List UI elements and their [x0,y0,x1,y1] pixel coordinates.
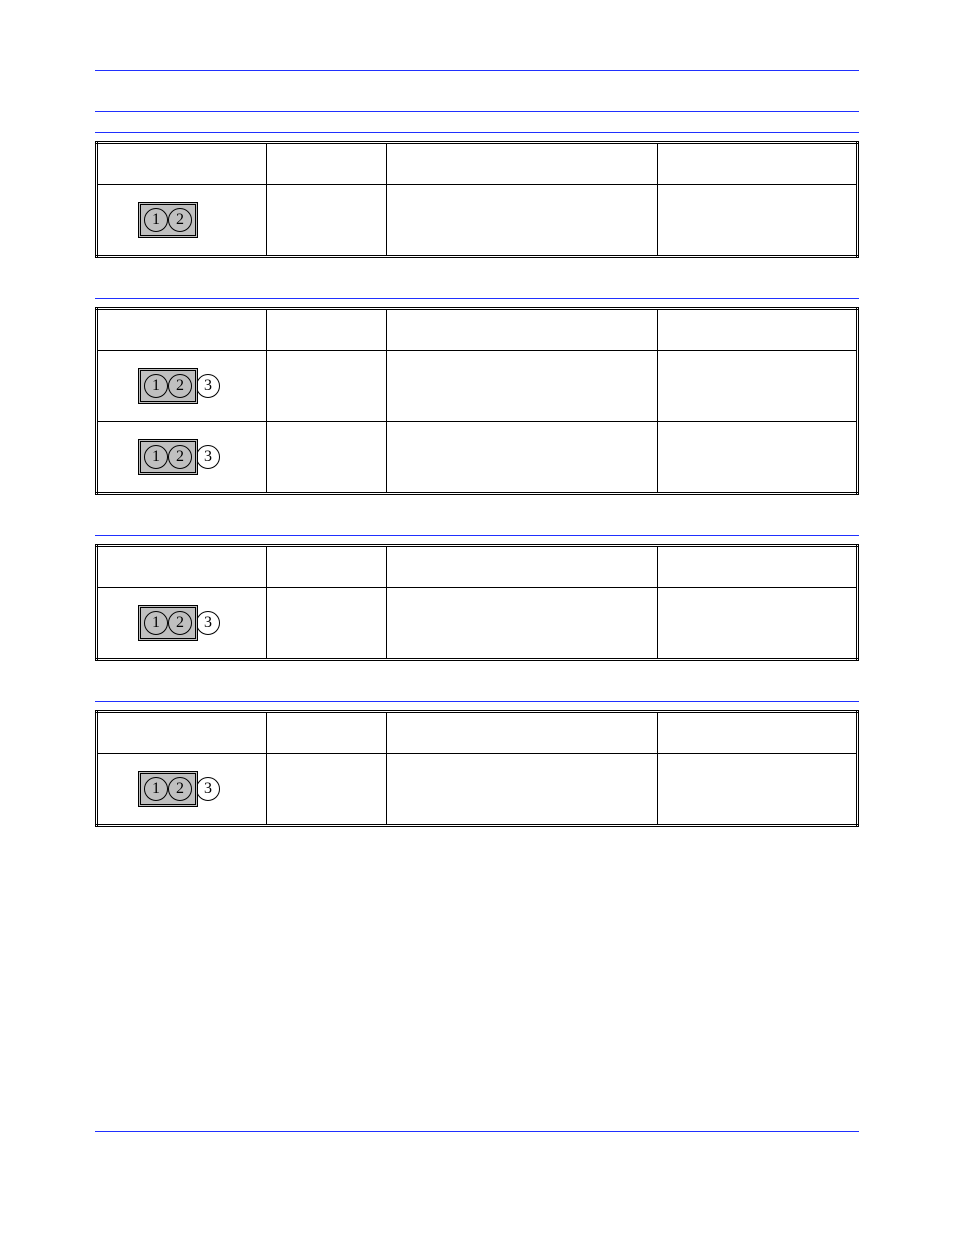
td [387,588,658,660]
jumper-free: 3 [196,445,220,469]
pin-2: 2 [168,611,192,635]
td [387,422,658,494]
table-row: 12 3 [97,754,858,826]
rule-top-2 [95,111,859,112]
table-section-1: 12 [95,132,859,258]
td [658,754,858,826]
td [658,351,858,422]
table-row: 12 3 [97,588,858,660]
jumper-icon: 12 3 [138,771,220,807]
th [658,143,858,185]
th [658,546,858,588]
jumper-cap: 12 [138,202,198,238]
pin-3: 3 [196,445,220,469]
jumper-cap: 12 [138,439,198,475]
td [387,754,658,826]
jumper-cap: 12 [138,605,198,641]
td [267,185,387,257]
table-header-row [97,309,858,351]
th [97,309,267,351]
th [267,143,387,185]
td [658,588,858,660]
footer-rule [95,1131,859,1132]
pin-2: 2 [168,208,192,232]
jumper-icon: 12 [138,202,198,238]
pin-1: 1 [144,208,168,232]
th [97,143,267,185]
td [387,351,658,422]
jumper-table-3: 12 3 [95,544,859,661]
td [658,185,858,257]
th [658,309,858,351]
th [267,309,387,351]
td [267,588,387,660]
table-row: 12 3 [97,422,858,494]
section-rule-3 [95,535,859,536]
table-header-row [97,712,858,754]
pin-1: 1 [144,777,168,801]
td [387,185,658,257]
jumper-free: 3 [196,777,220,801]
th [267,712,387,754]
pin-3: 3 [196,611,220,635]
pin-2: 2 [168,374,192,398]
th [97,546,267,588]
jumper-table-1: 12 [95,141,859,258]
th [267,546,387,588]
table-section-3: 12 3 [95,535,859,661]
th [387,309,658,351]
page: 12 [0,0,954,1235]
jumper-table-2: 12 3 12 3 [95,307,859,495]
jumper-table-4: 12 3 [95,710,859,827]
rule-top-1 [95,70,859,71]
jumper-icon: 12 3 [138,605,220,641]
jumper-cell: 12 3 [97,351,267,422]
jumper-cell: 12 [97,185,267,257]
jumper-cell: 12 3 [97,588,267,660]
th [387,712,658,754]
jumper-cap: 12 [138,368,198,404]
pin-3: 3 [196,777,220,801]
pin-1: 1 [144,445,168,469]
section-rule-1 [95,132,859,133]
th [97,712,267,754]
section-rule-2 [95,298,859,299]
jumper-icon: 12 3 [138,439,220,475]
pin-1: 1 [144,374,168,398]
jumper-cell: 12 3 [97,422,267,494]
pin-1: 1 [144,611,168,635]
header-rules [95,70,859,112]
td [267,754,387,826]
th [387,546,658,588]
pin-2: 2 [168,777,192,801]
th [658,712,858,754]
table-header-row [97,143,858,185]
jumper-icon: 12 3 [138,368,220,404]
section-rule-4 [95,701,859,702]
td [267,422,387,494]
td [658,422,858,494]
table-row: 12 [97,185,858,257]
pin-2: 2 [168,445,192,469]
th [387,143,658,185]
jumper-free: 3 [196,611,220,635]
pin-3: 3 [196,374,220,398]
jumper-free: 3 [196,374,220,398]
table-section-2: 12 3 12 3 [95,298,859,495]
jumper-cap: 12 [138,771,198,807]
td [267,351,387,422]
table-header-row [97,546,858,588]
jumper-cell: 12 3 [97,754,267,826]
table-section-4: 12 3 [95,701,859,827]
table-row: 12 3 [97,351,858,422]
